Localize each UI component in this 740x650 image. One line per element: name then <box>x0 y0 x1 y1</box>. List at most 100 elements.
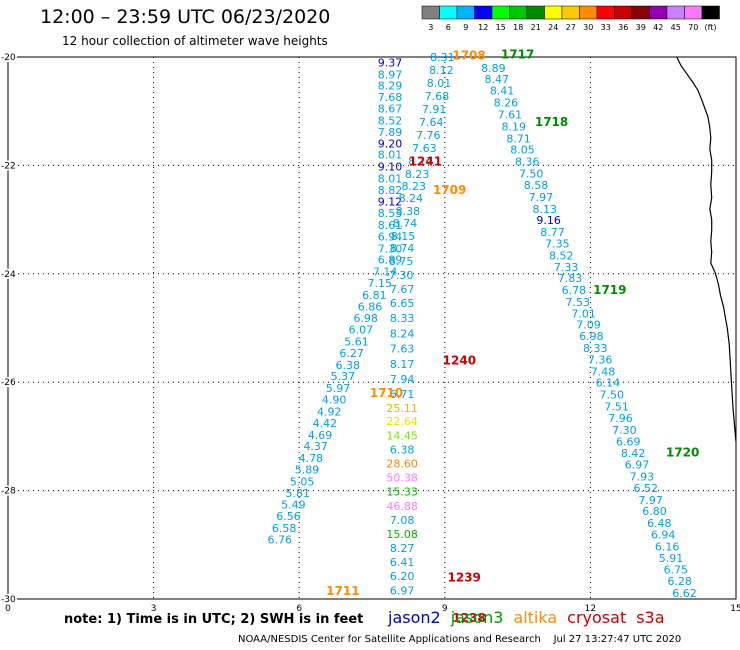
wave-height-label: 5.91 <box>659 552 684 565</box>
wave-height-label: 7.68 <box>425 90 450 103</box>
legend-swatch <box>579 5 598 20</box>
legend-label: 42 <box>653 23 663 32</box>
wave-height-label: 8.36 <box>515 156 540 169</box>
legend-swatch <box>561 5 580 20</box>
lon-tick-label: 9 <box>442 604 448 614</box>
wave-height-label: 8.19 <box>501 120 526 133</box>
wave-height-label: 8.01 <box>427 77 452 90</box>
lon-tick-label: 0 <box>5 604 11 614</box>
wave-height-label: 7.97 <box>529 191 554 204</box>
wave-height-label: 14.45 <box>386 429 418 442</box>
wave-height-label: 8.97 <box>378 68 403 81</box>
satellite-legend: jason2 jason3 altika cryosat s3a <box>388 608 675 627</box>
wave-height-label: 7.01 <box>571 307 596 320</box>
wave-height-label: 7.94 <box>390 373 415 386</box>
wave-height-label: 8.75 <box>389 255 414 268</box>
wave-height-label: 7.50 <box>600 389 625 402</box>
wave-height-label: 8.71 <box>506 132 531 145</box>
satellite-name: jason2 <box>388 608 441 627</box>
wave-height-label: 5.05 <box>290 475 315 488</box>
legend-label: 3 <box>428 23 433 32</box>
wave-height-label: 6.69 <box>616 435 641 448</box>
wave-height-label: 7.30 <box>389 269 414 282</box>
coastline <box>676 56 737 442</box>
lon-tick-label: 3 <box>151 604 157 614</box>
legend-label: 21 <box>531 23 541 32</box>
wave-height-label: 6.14 <box>596 377 621 390</box>
wave-height-label: 7.33 <box>554 261 579 274</box>
pass-number-label: 1240 <box>443 354 476 368</box>
wave-height-label: 7.30 <box>612 424 637 437</box>
wave-height-label: 7.64 <box>419 116 444 129</box>
wave-height-label: 6.52 <box>633 482 658 495</box>
wave-height-label: 46.88 <box>386 500 418 513</box>
pass-number-label: 1708 <box>452 48 485 62</box>
legend-swatch <box>631 5 650 20</box>
lat-tick-label: -20 <box>1 53 16 63</box>
wave-height-label: 6.62 <box>672 587 697 600</box>
wave-height-label: 7.08 <box>390 514 415 527</box>
lat-tick-background <box>0 52 17 62</box>
wave-height-label: 22.64 <box>386 415 418 428</box>
legend-label: 33 <box>601 23 611 32</box>
wave-height-label: 8.29 <box>378 80 403 93</box>
legend-label: 18 <box>513 23 523 32</box>
legend-swatch <box>456 5 475 20</box>
wave-height-label: 7.97 <box>638 494 663 507</box>
wave-height-label: 5.37 <box>331 370 356 383</box>
wave-height-label: 7.93 <box>630 471 655 484</box>
lon-tick-label: 6 <box>296 604 302 614</box>
wave-height-label: 15.33 <box>386 486 418 499</box>
wave-height-label: 9.12 <box>378 196 403 209</box>
legend-swatch <box>614 5 633 20</box>
wave-height-label: 50.38 <box>386 472 418 485</box>
wave-height-label: 8.52 <box>378 114 403 127</box>
legend-swatch <box>421 5 440 20</box>
wave-height-label: 6.98 <box>353 312 378 325</box>
wave-height-label: 6.28 <box>667 575 692 588</box>
legend-label: 70 <box>688 23 698 32</box>
wave-height-label: 6.98 <box>579 330 604 343</box>
wave-height-label: 5.97 <box>326 382 351 395</box>
wave-height-label: 6.38 <box>390 443 415 456</box>
legend-swatch <box>439 5 458 20</box>
wave-height-label: 7.83 <box>558 272 583 285</box>
wave-height-label: 8.33 <box>583 342 608 355</box>
wave-height-label: 8.01 <box>378 149 403 162</box>
wave-height-label: 8.82 <box>378 184 403 197</box>
wave-height-label: 7.09 <box>576 319 601 332</box>
legend-swatch <box>684 5 703 20</box>
lat-tick-label: -30 <box>1 595 16 605</box>
lat-tick-background <box>0 268 17 279</box>
legend-swatch <box>596 5 615 20</box>
wave-height-label: 7.50 <box>519 168 544 181</box>
legend-unit: (ft) <box>704 23 716 32</box>
wave-height-label: 9.20 <box>378 138 403 151</box>
wave-height-label: 8.23 <box>401 180 426 193</box>
wave-height-label: 7.15 <box>368 277 393 290</box>
pass-number-label: 1720 <box>666 446 699 460</box>
wave-height-label: 8.52 <box>549 249 574 262</box>
legend-swatch <box>666 5 685 20</box>
wave-height-label: 5.81 <box>285 487 310 500</box>
lat-tick-label: -22 <box>1 161 16 171</box>
wave-height-label: 8.15 <box>391 230 416 243</box>
map-subtitle: 12 hour collection of altimeter wave hei… <box>62 34 328 48</box>
legend-swatch <box>491 5 510 20</box>
legend-swatch <box>474 5 493 20</box>
wave-height-label: 8.05 <box>510 144 535 157</box>
legend-swatch <box>701 5 720 20</box>
wave-height-label: 8.41 <box>490 85 515 98</box>
wave-height-label: 7.30 <box>378 242 403 255</box>
lon-tick-label: 15 <box>730 604 740 614</box>
wave-height-label: 6.38 <box>335 359 360 372</box>
wave-height-label: 8.26 <box>494 97 519 110</box>
wave-height-label: 8.74 <box>393 217 418 230</box>
wave-height-label: 8.17 <box>408 155 433 168</box>
wave-height-label: 4.92 <box>317 405 342 418</box>
wave-height-label: 7.89 <box>378 126 403 139</box>
lat-tick-background <box>0 377 17 388</box>
wave-height-label: 8.53 <box>378 207 403 220</box>
pass-number-label: 1238 <box>452 611 485 625</box>
